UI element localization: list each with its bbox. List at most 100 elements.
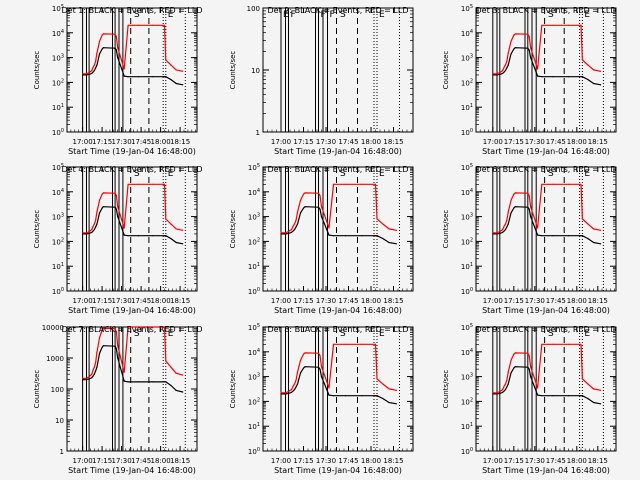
series-events-point: [98, 352, 101, 355]
series-lld-point: [395, 389, 398, 391]
series-lld-point: [123, 371, 125, 373]
series-events-line: [281, 366, 397, 405]
series-lld-point: [137, 183, 140, 185]
series-events-point: [114, 345, 116, 347]
series-events-point: [503, 71, 505, 73]
x-tick-label: 17:15: [504, 297, 524, 305]
series-lld-line: [281, 183, 397, 234]
series-lld-point: [299, 199, 302, 201]
series-lld-point: [182, 70, 184, 72]
x-tick-label: 17:00: [73, 297, 93, 305]
series-events-point: [552, 76, 554, 78]
plot-frame: [475, 326, 617, 452]
series-events-point: [503, 390, 505, 392]
y-tick-exponent: 5: [470, 4, 473, 10]
series-events-point: [541, 76, 543, 78]
series-lld-point: [376, 218, 378, 220]
series-lld-point: [92, 369, 94, 371]
series-events-point: [388, 241, 390, 244]
y-tick-label: 104: [52, 29, 64, 38]
series-events-point: [581, 235, 584, 237]
series-events-point: [102, 47, 104, 49]
panel-title: Det 2: BLACK = Events, RED = LLD: [268, 6, 409, 15]
series-events-point: [137, 381, 140, 383]
series-events-point: [175, 82, 177, 85]
series-lld-point: [304, 192, 306, 194]
x-tick-label: 17:00: [73, 138, 93, 146]
y-tick-exponent: 4: [61, 188, 64, 194]
x-axis-title: Start Time (19-Jan-04 16:48:00): [482, 466, 610, 475]
series-events-point: [95, 226, 97, 228]
series-lld-point: [152, 24, 154, 26]
x-tick-label: 17:30: [525, 138, 545, 146]
series-events-point: [127, 235, 129, 237]
y-axis-title: Counts/sec: [33, 370, 41, 409]
series-events-point: [91, 377, 93, 379]
series-lld-point: [587, 383, 589, 385]
series-events-point: [492, 393, 494, 395]
series-events-point: [85, 233, 88, 235]
y-tick-label: 105: [461, 163, 473, 172]
series-events-point: [152, 381, 154, 383]
series-events-point: [376, 235, 378, 237]
x-tick-label: 17:45: [131, 138, 151, 146]
y-tick-label: 105: [248, 163, 260, 172]
y-tick-exponent: 3: [61, 213, 64, 219]
series-events-point: [528, 208, 530, 210]
series-events-point: [506, 386, 508, 388]
x-tick-label: 18:15: [588, 457, 608, 465]
series-events-line: [82, 206, 183, 245]
y-tick-label: 104: [461, 348, 473, 357]
series-lld-point: [91, 229, 93, 231]
plot-frame: [475, 7, 617, 133]
y-tick-exponent: 0: [470, 287, 473, 293]
series-events-point: [580, 76, 582, 78]
series-lld-point: [102, 192, 104, 194]
flag-label: E: [283, 10, 289, 20]
y-tick-base: 10: [52, 129, 61, 137]
y-tick-base: 10: [461, 423, 470, 431]
series-events-point: [496, 74, 498, 76]
series-events-point: [503, 230, 505, 232]
series-lld-point: [492, 232, 494, 234]
series-events-point: [117, 216, 119, 218]
x-tick-label: 17:00: [73, 457, 93, 465]
series-lld-point: [593, 69, 595, 71]
y-tick-exponent: 1: [61, 103, 64, 109]
series-lld-point: [332, 183, 335, 185]
series-lld-point: [95, 60, 97, 63]
y-tick-label: 102: [461, 78, 473, 87]
series-lld-point: [513, 353, 515, 355]
series-events-point: [96, 223, 98, 225]
series-events-point: [600, 84, 602, 86]
series-events-point: [530, 216, 532, 218]
y-tick-base: 10: [461, 238, 470, 246]
series-lld-point: [290, 229, 293, 231]
y-tick-label: 1: [60, 448, 64, 456]
flag-label: E: [584, 329, 590, 339]
series-events-point: [376, 395, 378, 397]
x-tick-label: 17:45: [131, 457, 151, 465]
series-lld-line: [492, 343, 601, 394]
x-tick-label: 18:15: [383, 297, 403, 305]
series-lld-point: [530, 206, 532, 208]
x-axis-title: Start Time (19-Jan-04 16:48:00): [482, 306, 610, 315]
series-events-point: [507, 64, 509, 66]
series-events-point: [98, 212, 101, 214]
series-events-point: [85, 379, 88, 381]
series-events-point: [328, 234, 330, 236]
series-lld-point: [292, 385, 294, 388]
x-tick-label: 18:15: [170, 457, 190, 465]
y-tick-base: 10: [52, 189, 61, 197]
series-lld-point: [92, 66, 94, 69]
series-events-point: [320, 376, 323, 378]
y-tick-label: 103: [461, 373, 473, 382]
series-events-point: [170, 79, 172, 81]
series-events-point: [600, 243, 602, 245]
y-axis-title: Counts/sec: [33, 210, 41, 249]
series-lld-point: [537, 227, 539, 229]
